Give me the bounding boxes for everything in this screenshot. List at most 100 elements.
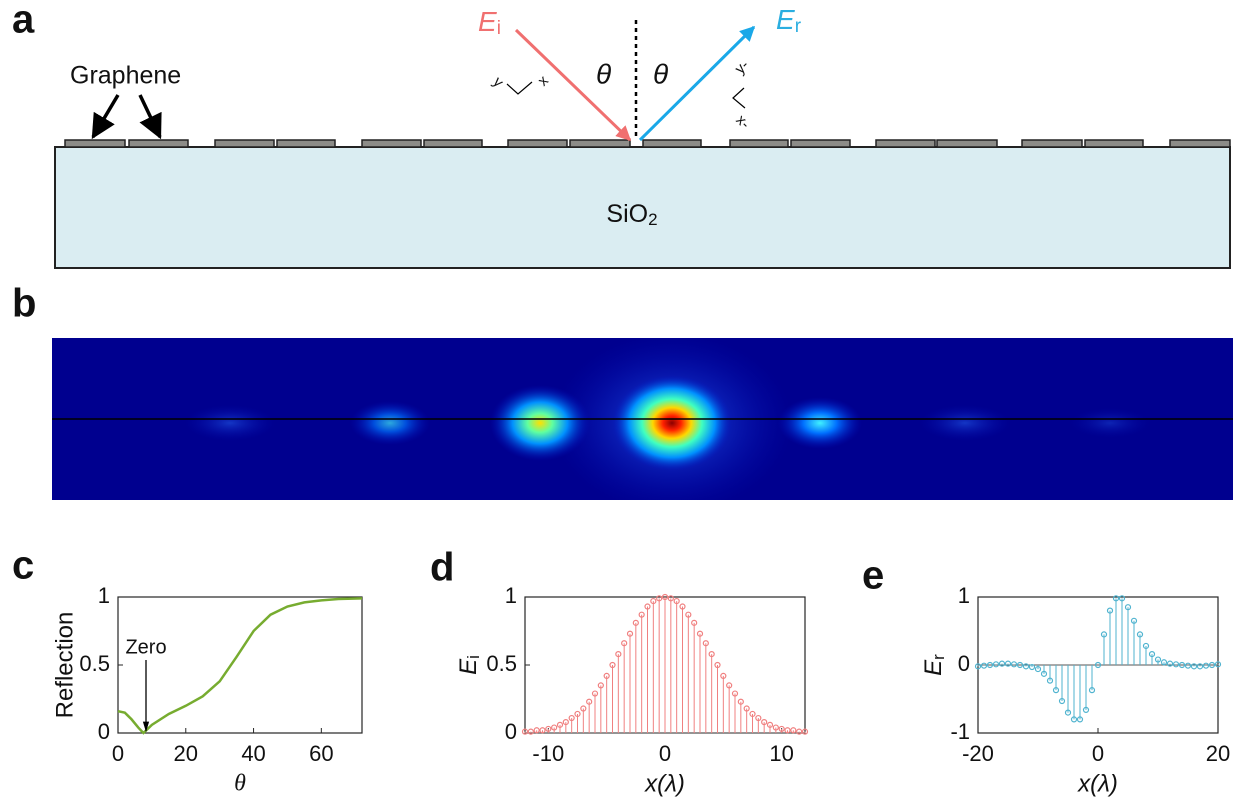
stem-marker [574, 710, 581, 718]
stem-marker [580, 705, 587, 712]
stem-marker [772, 724, 779, 731]
field-map [52, 338, 1233, 500]
pointer [138, 94, 162, 140]
stem-marker [551, 724, 558, 731]
stem-marker [1118, 595, 1126, 602]
stem-marker [1100, 631, 1108, 638]
x-tick-label: 20 [1206, 741, 1230, 766]
stem-marker [621, 640, 628, 647]
stem-marker [980, 662, 988, 669]
stem-marker [1046, 677, 1054, 684]
x-tick-label: 0 [112, 741, 124, 766]
stem-marker [1172, 661, 1180, 668]
graphene-label: Graphene [70, 62, 181, 90]
y-tick-label: 1 [98, 583, 110, 608]
stem-marker [667, 595, 674, 602]
panel-label: c [12, 544, 34, 588]
y-axis-label: Er [920, 654, 948, 676]
stem-marker [1022, 663, 1030, 670]
stem-marker [1064, 709, 1072, 716]
subscript: i [464, 655, 483, 659]
angle-label: θ [653, 58, 668, 89]
stem-marker [1070, 716, 1078, 723]
y-axis-label: Ei [455, 655, 483, 675]
stem-marker [1052, 687, 1060, 694]
angle-label: θ [596, 58, 611, 89]
reflected-beam [638, 25, 756, 142]
x-axis-label: x(λ) [644, 770, 685, 797]
stem-marker [743, 705, 750, 712]
stem-marker [1112, 595, 1120, 602]
stem-marker [1214, 661, 1222, 668]
stem-marker [661, 593, 669, 601]
stem-marker [691, 619, 698, 626]
stem-marker [615, 651, 622, 658]
stem-marker [708, 651, 715, 658]
stem-marker [784, 727, 791, 734]
x-tick-label: -20 [962, 741, 994, 766]
stem-marker [656, 595, 663, 602]
reflected-axes: y- x- [732, 57, 754, 133]
subscript: 2 [648, 210, 657, 229]
stem-marker [1154, 656, 1162, 663]
stem-marker [702, 640, 709, 647]
stem-marker [568, 714, 575, 722]
stem-marker [1082, 706, 1090, 713]
stem-marker [1058, 697, 1066, 705]
stem-marker [1178, 661, 1186, 669]
stem-marker [644, 603, 651, 610]
stem-marker [679, 603, 686, 610]
panel-label: b [12, 282, 36, 326]
stem-marker [755, 714, 762, 722]
stem-marker [1196, 663, 1204, 670]
stem-marker [1160, 659, 1168, 666]
x-tick-label: -10 [532, 741, 564, 766]
stem-marker [974, 663, 982, 670]
symbol: E [776, 4, 795, 35]
x-axis-label: x(λ) [1077, 770, 1118, 797]
x-tick-label: 20 [174, 741, 198, 766]
y-tick-label: 0 [958, 651, 970, 676]
stem-marker [1034, 665, 1042, 673]
stem-marker [545, 725, 552, 733]
y-tick-label: 0.5 [79, 651, 110, 676]
y-tick-label: 0 [505, 719, 517, 744]
x-tick-label: 40 [241, 741, 265, 766]
stem-marker [749, 710, 756, 718]
y-tick-label: 0.5 [486, 651, 517, 676]
symbol: E [478, 6, 497, 37]
stem-marker [1124, 604, 1132, 611]
stem-marker [626, 630, 634, 637]
y-tick-label: 1 [958, 583, 970, 608]
stem-marker [720, 672, 727, 679]
data-line [117, 597, 363, 735]
stem-marker [1094, 661, 1102, 669]
stem-marker [1148, 651, 1156, 658]
stem-marker [1202, 662, 1210, 669]
stem-marker [790, 727, 797, 734]
stem-marker [591, 690, 599, 697]
stem-marker [986, 661, 994, 669]
stem-marker [638, 611, 645, 618]
stem-marker [632, 619, 639, 626]
y-tick-label: 0 [98, 719, 110, 744]
substrate-label: SiO2 [606, 200, 657, 230]
incident-label: Ei [478, 6, 501, 39]
stem-marker [1088, 687, 1096, 694]
stem-marker [539, 727, 546, 734]
incident-beam [514, 28, 632, 142]
x-tick-label: 0 [659, 741, 671, 766]
reflected-label: Er [776, 4, 802, 37]
x-tick-label: 0 [1092, 741, 1104, 766]
x-tick-label: 10 [769, 741, 793, 766]
graphene-strips [64, 139, 1231, 148]
stem-marker [737, 698, 744, 705]
stem-marker [1016, 661, 1024, 669]
stem-marker [650, 597, 657, 605]
stem-marker [726, 682, 733, 689]
stem-marker [1010, 661, 1018, 668]
pointer [91, 94, 120, 140]
subscript: r [929, 654, 948, 660]
stem-marker [597, 682, 604, 689]
subscript: i [497, 18, 501, 39]
